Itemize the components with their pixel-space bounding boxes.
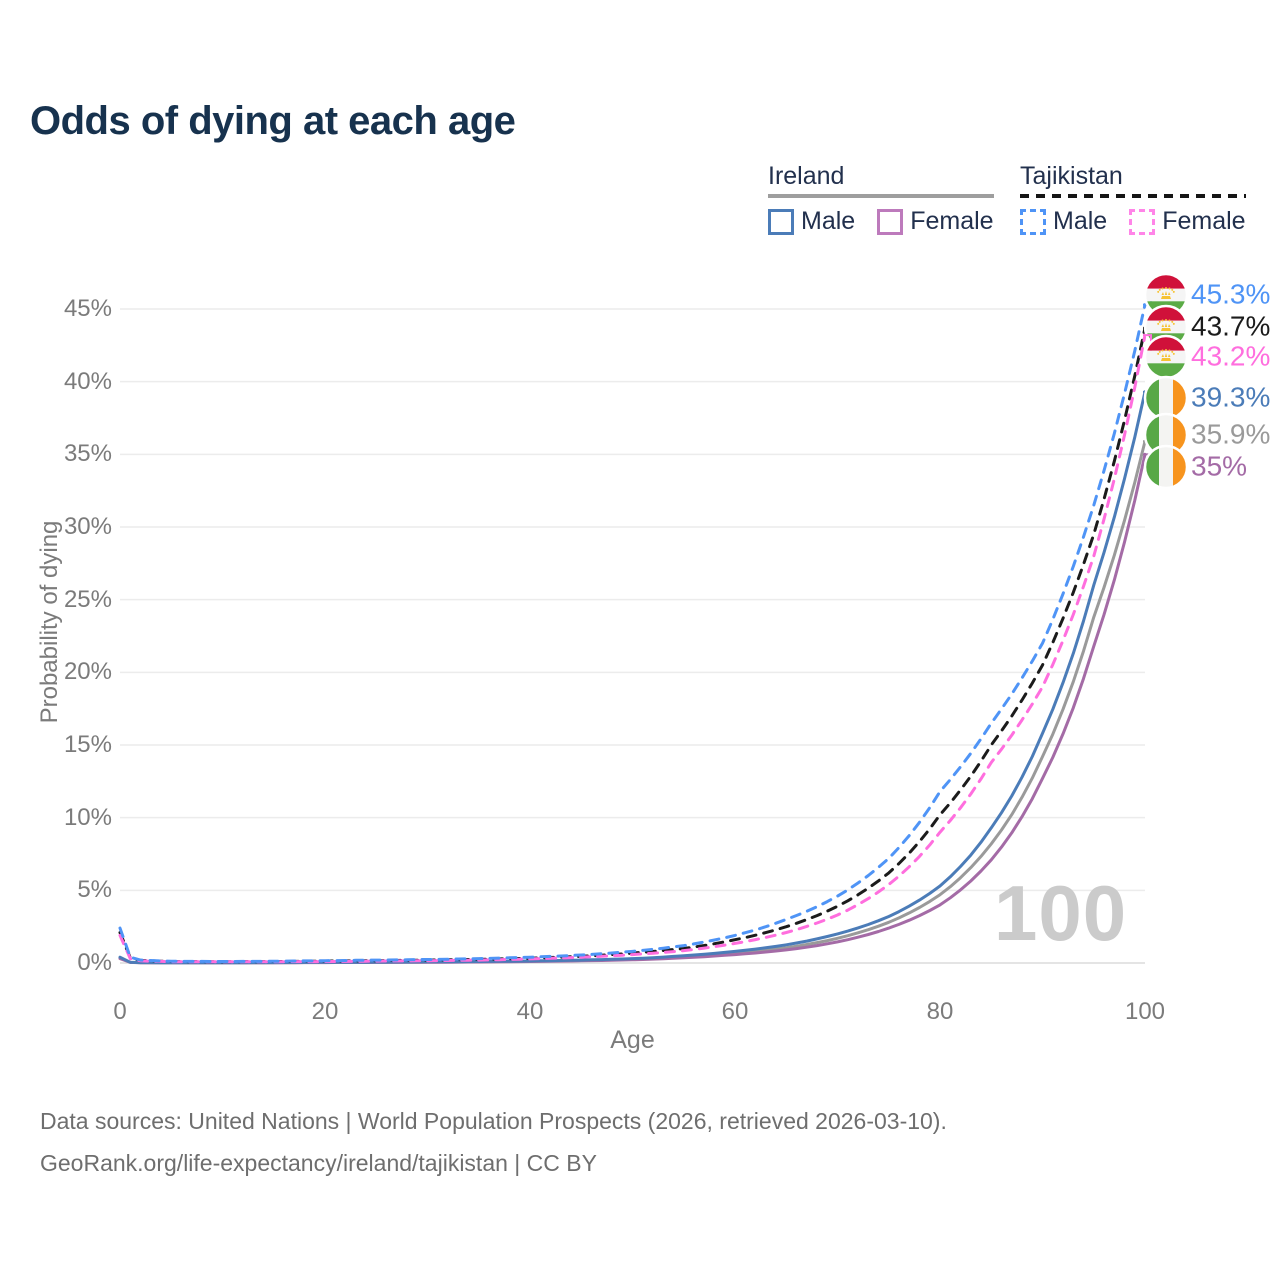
tajikistan-male-swatch bbox=[1020, 208, 1046, 235]
y-tick-label-20: 20% bbox=[63, 658, 112, 686]
x-tick-label-0: 0 bbox=[113, 998, 127, 1025]
y-tick-label-25: 25% bbox=[63, 585, 112, 613]
x-tick-label-100: 100 bbox=[1124, 998, 1166, 1025]
legend-label-tajikistan-female: Female bbox=[1162, 207, 1246, 235]
end-value-label-tajikistan-male: 45.3% bbox=[1191, 278, 1271, 310]
end-value-label-tajikistan-both: 43.7% bbox=[1191, 310, 1271, 342]
end-value-label-ireland-both: 35.9% bbox=[1191, 418, 1271, 450]
tajikistan-female-swatch bbox=[1129, 208, 1156, 235]
age-counter-watermark: 100 bbox=[994, 869, 1128, 957]
attribution-link-text[interactable]: GeoRank.org/life-expectancy/ireland/taji… bbox=[40, 1150, 597, 1176]
series-line-ireland-female[interactable] bbox=[118, 452, 1147, 965]
legend-header-ireland[interactable]: Ireland bbox=[768, 162, 845, 190]
series-line-tajikistan-male[interactable] bbox=[118, 303, 1147, 963]
legend-header-tajikistan[interactable]: Tajikistan bbox=[1020, 162, 1123, 190]
ireland-both-line-key bbox=[768, 194, 994, 198]
x-axis-title: Age bbox=[610, 1026, 655, 1054]
flag-tajikistan-icon bbox=[1143, 334, 1189, 380]
series-line-tajikistan-both[interactable] bbox=[118, 326, 1147, 964]
legend-item-ireland-male[interactable]: Male bbox=[768, 207, 855, 236]
x-tick-label-80: 80 bbox=[926, 998, 954, 1025]
y-axis-title: Probability of dying bbox=[36, 520, 63, 724]
y-tick-label-45: 45% bbox=[63, 295, 112, 322]
ireland-male-swatch bbox=[768, 208, 794, 235]
legend-item-ireland-female[interactable]: Female bbox=[877, 207, 994, 236]
flag-ireland-icon bbox=[1143, 375, 1189, 421]
legend-item-tajikistan-male[interactable]: Male bbox=[1020, 207, 1107, 236]
x-tick-label-60: 60 bbox=[721, 998, 749, 1025]
y-tick-label-40: 40% bbox=[63, 367, 112, 395]
legend-label-ireland-male: Male bbox=[801, 207, 856, 235]
end-value-label-ireland-male: 39.3% bbox=[1191, 381, 1271, 413]
x-tick-label-20: 20 bbox=[311, 998, 339, 1025]
end-value-label-ireland-female: 35% bbox=[1191, 450, 1248, 482]
legend-group-ireland: Ireland Male Female bbox=[768, 162, 994, 236]
y-tick-label-30: 30% bbox=[63, 513, 112, 540]
end-value-label-tajikistan-female: 43.2% bbox=[1191, 340, 1271, 372]
tajikistan-both-line-key bbox=[1020, 194, 1246, 198]
legend-item-tajikistan-female[interactable]: Female bbox=[1129, 207, 1246, 236]
page-title: Odds of dying at each age bbox=[30, 98, 516, 143]
y-tick-label-0: 0% bbox=[77, 949, 112, 976]
flag-ireland-icon bbox=[1143, 444, 1189, 490]
legend-label-ireland-female: Female bbox=[910, 207, 994, 235]
y-tick-label-10: 10% bbox=[63, 803, 112, 831]
y-tick-label-35: 35% bbox=[63, 440, 112, 468]
series-line-tajikistan-female[interactable] bbox=[118, 333, 1147, 964]
x-tick-label-40: 40 bbox=[516, 998, 544, 1025]
series-line-ireland-both[interactable] bbox=[118, 439, 1147, 965]
series-line-ireland-male[interactable] bbox=[118, 390, 1147, 965]
legend-label-tajikistan-male: Male bbox=[1053, 207, 1108, 235]
y-tick-label-5: 5% bbox=[77, 876, 112, 904]
legend-group-tajikistan: Tajikistan Male Female bbox=[1020, 162, 1246, 236]
ireland-female-swatch bbox=[877, 208, 904, 235]
y-tick-label-15: 15% bbox=[63, 731, 112, 758]
data-sources-text: Data sources: United Nations | World Pop… bbox=[40, 1108, 947, 1134]
